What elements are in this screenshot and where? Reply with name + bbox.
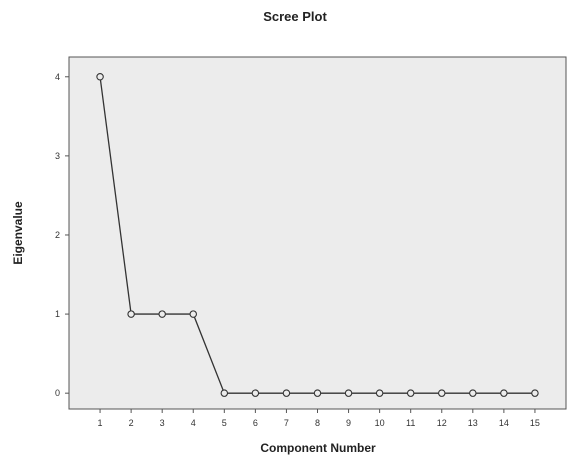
data-point bbox=[375, 389, 384, 397]
x-tick-label: 9 bbox=[346, 418, 351, 428]
data-point bbox=[531, 389, 539, 397]
data-point bbox=[344, 389, 353, 397]
data-point bbox=[406, 389, 415, 397]
y-axis: 0 1 2 3 4 bbox=[55, 72, 69, 398]
data-point bbox=[469, 389, 477, 397]
y-tick-label: 4 bbox=[55, 72, 60, 82]
chart-title: Scree Plot bbox=[263, 9, 327, 24]
x-tick-label: 1 bbox=[98, 418, 103, 428]
x-tick-label: 8 bbox=[315, 418, 320, 428]
y-axis-label: Eigenvalue bbox=[11, 201, 25, 265]
x-tick-label: 7 bbox=[284, 418, 289, 428]
y-tick-label: 3 bbox=[55, 151, 60, 161]
data-point bbox=[437, 389, 446, 397]
data-point bbox=[500, 389, 508, 397]
x-axis-label: Component Number bbox=[260, 441, 376, 455]
data-point bbox=[251, 389, 260, 397]
plot-area bbox=[68, 56, 567, 410]
x-tick-label: 12 bbox=[437, 418, 447, 428]
x-tick-label: 11 bbox=[406, 418, 415, 428]
y-tick-label: 2 bbox=[55, 230, 60, 240]
data-point bbox=[189, 310, 198, 318]
x-tick-label: 13 bbox=[468, 418, 478, 428]
x-axis: 1 2 3 4 5 6 7 8 9 10 11 12 13 14 15 bbox=[98, 409, 540, 428]
y-tick-label: 1 bbox=[55, 309, 60, 319]
x-tick-label: 2 bbox=[129, 418, 134, 428]
y-tick-label: 0 bbox=[55, 388, 60, 398]
data-point bbox=[220, 389, 229, 397]
x-tick-label: 3 bbox=[160, 418, 165, 428]
data-point bbox=[127, 310, 135, 318]
data-point bbox=[313, 389, 322, 397]
data-point bbox=[96, 73, 104, 81]
data-point bbox=[282, 389, 291, 397]
x-tick-label: 15 bbox=[530, 418, 540, 428]
data-point bbox=[158, 310, 166, 318]
x-tick-label: 5 bbox=[222, 418, 227, 428]
x-tick-label: 14 bbox=[499, 418, 509, 428]
x-tick-label: 4 bbox=[191, 418, 196, 428]
x-tick-label: 10 bbox=[375, 418, 385, 428]
series-eigenvalues bbox=[96, 73, 539, 397]
x-tick-label: 6 bbox=[253, 418, 258, 428]
